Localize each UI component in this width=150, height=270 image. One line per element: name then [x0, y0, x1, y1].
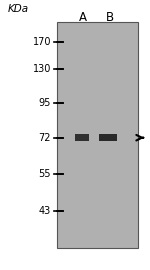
- Text: 95: 95: [39, 97, 51, 108]
- Text: KDa: KDa: [8, 4, 29, 15]
- FancyBboxPatch shape: [75, 134, 89, 141]
- Text: 130: 130: [33, 64, 51, 74]
- Text: 55: 55: [39, 169, 51, 179]
- Text: 170: 170: [33, 37, 51, 47]
- Text: B: B: [106, 11, 114, 24]
- Text: 72: 72: [39, 133, 51, 143]
- FancyBboxPatch shape: [99, 134, 117, 141]
- Text: A: A: [79, 11, 87, 24]
- FancyBboxPatch shape: [57, 22, 138, 248]
- Text: 43: 43: [39, 205, 51, 216]
